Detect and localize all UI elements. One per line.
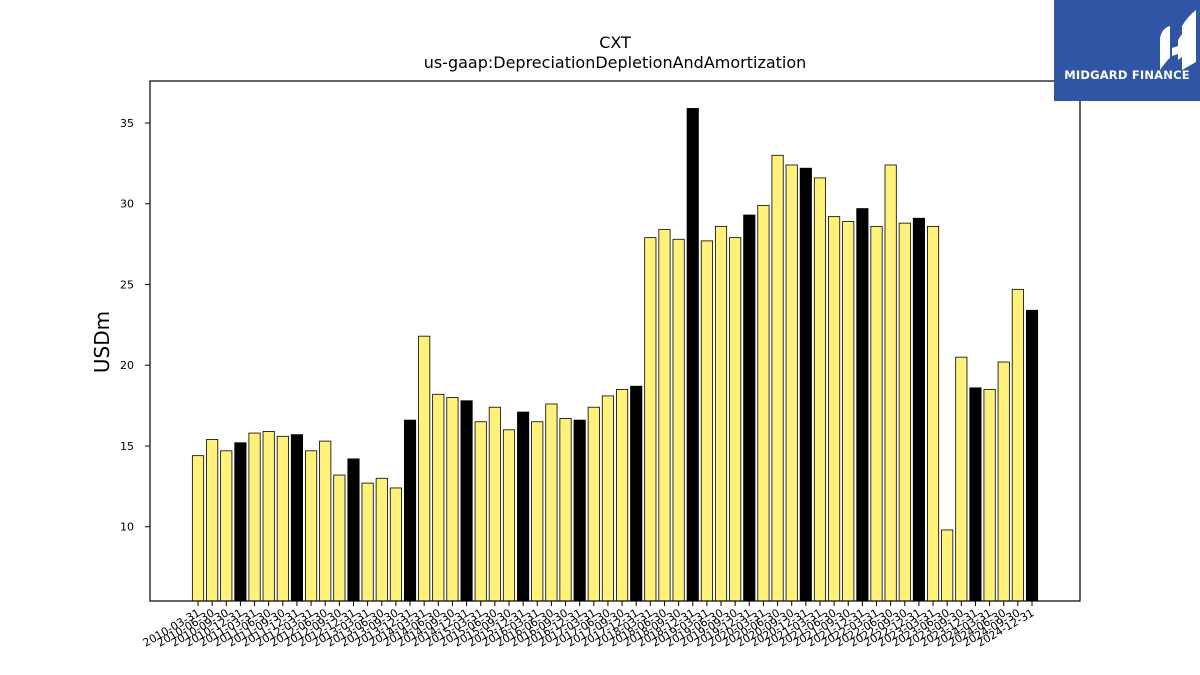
y-tick-label: 30 [120,198,134,211]
bar-2014-09-30 [446,397,459,602]
bar-2015-12-31 [517,411,530,602]
bar-2023-09-30 [955,356,968,602]
bar-2024-09-30 [1011,288,1024,602]
bar-2019-12-31 [743,214,756,602]
plot-frame [149,80,1081,602]
y-tick-label: 15 [120,440,134,453]
brand-logo: MIDGARD FINANCE [1054,0,1200,101]
bar-2024-03-31 [983,389,996,602]
bar-2014-12-31 [460,400,473,602]
bar-2023-06-30 [941,529,954,602]
bar-2010-12-31 [234,442,247,602]
y-tick-label: 20 [120,359,134,372]
bar-2023-03-31 [927,225,940,602]
bar-2012-12-31 [347,458,360,602]
bar-2015-09-30 [502,429,516,602]
bar-2018-12-31 [686,108,699,602]
bar-2017-09-30 [616,389,629,602]
bar-2019-06-30 [714,225,728,602]
bar-2012-03-31 [305,450,318,602]
bar-2011-09-30 [276,435,289,602]
bar-2015-06-30 [488,406,501,602]
bar-2015-03-31 [474,421,487,602]
bar-2021-03-31 [813,177,827,602]
bar-2013-06-30 [375,477,388,602]
bar-2016-09-30 [559,418,572,602]
bar-2023-12-31 [969,387,982,602]
bar-2017-06-30 [601,395,614,602]
bar-2014-03-31 [418,335,431,602]
bar-2019-09-30 [729,237,742,602]
bar-2018-06-30 [658,229,671,602]
bar-2012-09-30 [333,474,346,602]
x-ticks-group: 2010-03-312010-06-302010-09-302010-12-31… [141,601,1037,650]
bar-2018-03-31 [644,237,657,602]
bar-2013-09-30 [389,487,402,602]
bar-2022-12-31 [912,217,925,602]
bar-2019-03-31 [700,240,713,602]
bar-2013-03-31 [361,482,374,602]
bar-2011-12-31 [290,434,304,602]
bar-2022-09-30 [898,222,911,602]
bar-2024-06-30 [997,361,1010,602]
y-tick-label: 10 [120,521,134,534]
bar-2017-12-31 [630,385,643,602]
y-ticks-group: 10 15 20 25 30 35 [120,117,150,534]
chart-title: CXT [599,33,631,52]
bars-group [191,108,1039,602]
bar-2020-12-31 [799,167,812,602]
bar-2018-09-30 [672,238,685,602]
bar-2020-06-30 [771,154,784,602]
bar-2021-12-31 [856,208,869,602]
bar-2011-06-30 [262,431,275,602]
bar-2022-06-30 [884,164,897,602]
y-tick-label: 35 [120,117,134,130]
midgard-logo-icon [1160,10,1196,70]
bar-2020-09-30 [785,164,798,602]
brand-name: MIDGARD FINANCE [1064,68,1190,82]
bar-2017-03-31 [587,406,600,602]
bar-2010-03-31 [191,455,205,602]
bar-2021-09-30 [842,221,855,602]
bar-2010-09-30 [220,450,233,602]
bar-2012-06-30 [319,440,332,602]
bar-2013-12-31 [403,419,417,602]
bar-2016-12-31 [573,419,586,602]
bar-2020-03-31 [757,204,770,602]
bar-2024-12-31 [1025,309,1039,602]
bar-2010-06-30 [206,439,219,602]
bar-2011-03-31 [248,432,261,602]
bar-2016-03-31 [531,421,544,602]
bar-2016-06-30 [545,403,558,602]
y-axis-label: USDm [90,311,114,373]
y-tick-label: 25 [120,278,134,291]
bar-2014-06-30 [432,393,445,602]
bar-2022-03-31 [870,225,883,602]
bar-2021-06-30 [828,216,841,602]
chart-subtitle: us-gaap:DepreciationDepletionAndAmortiza… [424,53,807,72]
